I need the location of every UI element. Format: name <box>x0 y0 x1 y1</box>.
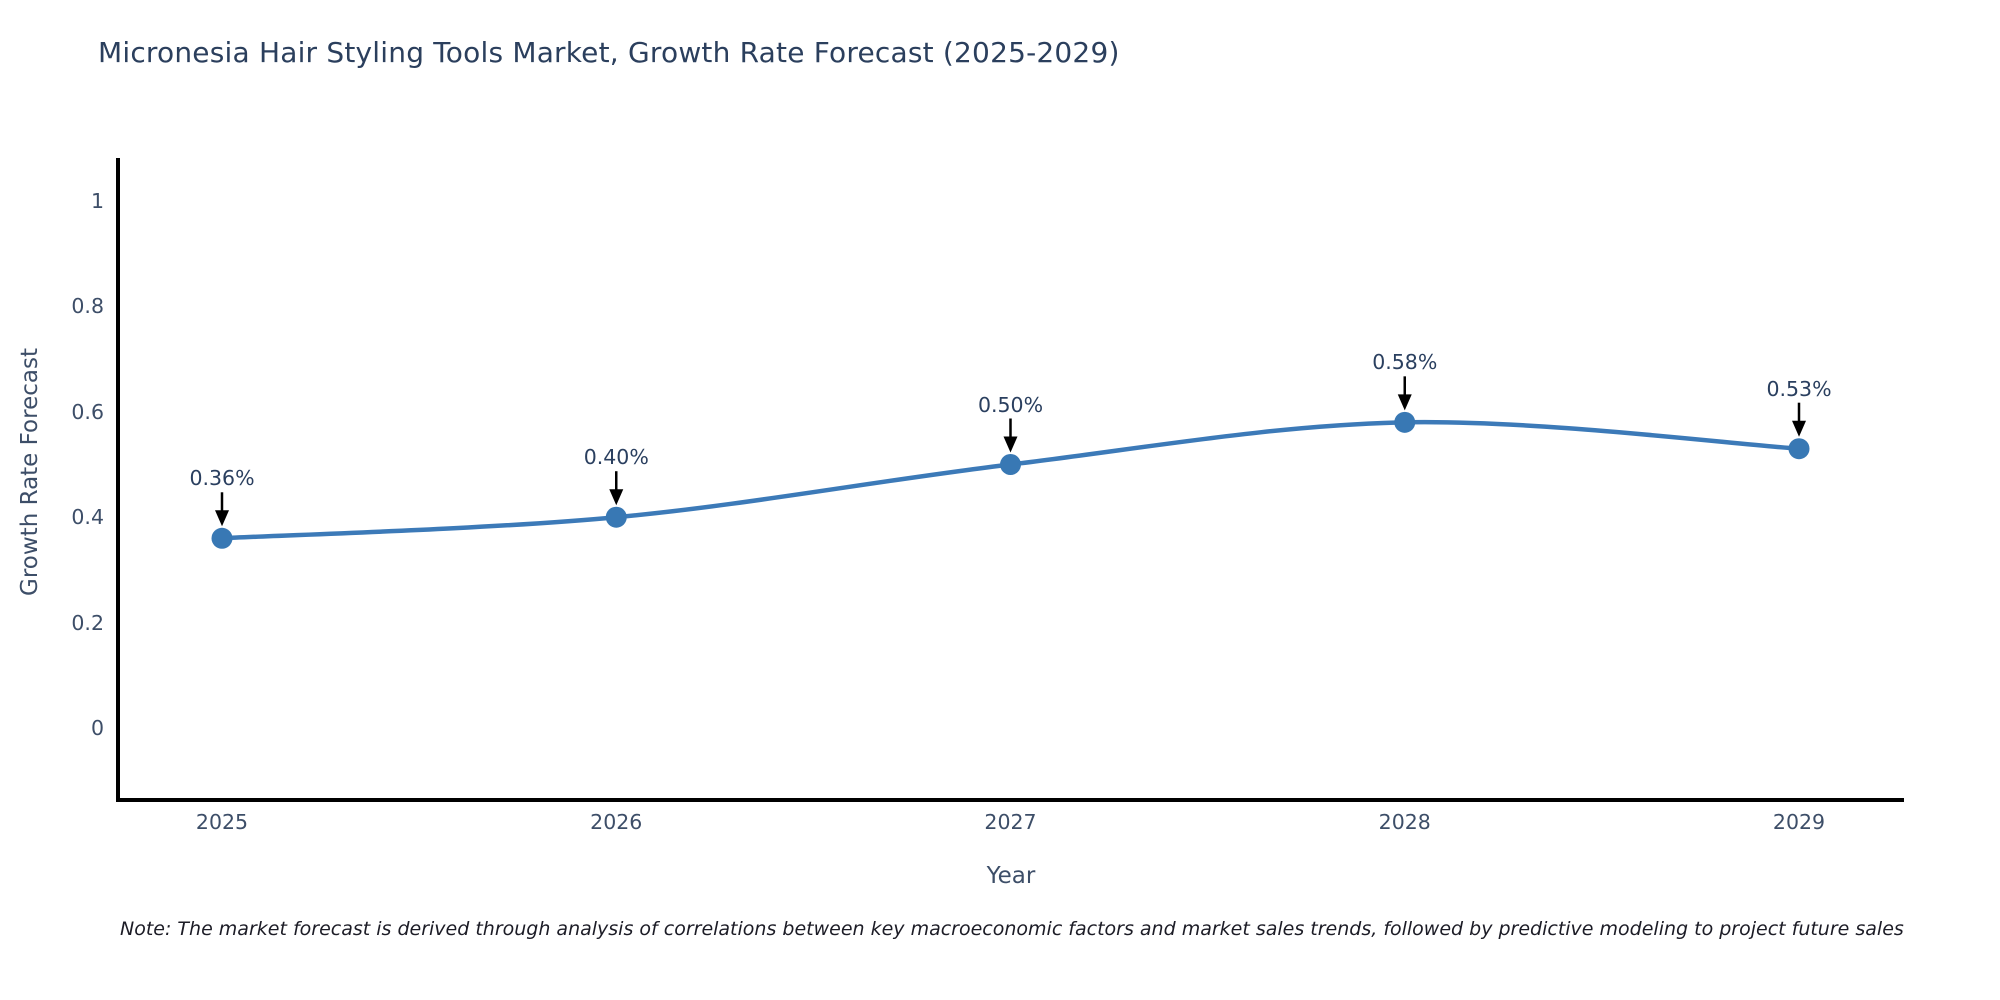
x-tick-label: 2025 <box>195 810 249 834</box>
y-tick-label: 0.4 <box>71 505 104 530</box>
x-tick-label: 2027 <box>984 810 1037 834</box>
y-tick-label: 0.8 <box>71 294 104 319</box>
y-tick-label: 1 <box>90 189 104 213</box>
point-annotation: 0.53% <box>1766 376 1832 401</box>
x-tick-label: 2029 <box>1772 810 1826 834</box>
x-tick-label: 2028 <box>1378 810 1431 834</box>
point-annotation: 0.40% <box>583 445 649 470</box>
point-annotation: 0.58% <box>1372 350 1438 375</box>
annotation-arrow-head <box>609 489 624 506</box>
point-annotation: 0.36% <box>189 466 255 491</box>
annotation-arrow-head <box>215 510 229 527</box>
data-point-marker <box>605 506 627 528</box>
y-tick-label: 0 <box>90 716 104 740</box>
data-point-marker <box>1394 411 1416 433</box>
annotation-arrow-head <box>1003 436 1018 453</box>
y-tick-label: 0.2 <box>71 610 104 635</box>
footnote: Note: The market forecast is derived thr… <box>120 918 1904 940</box>
chart-title: Micronesia Hair Styling Tools Market, Gr… <box>98 36 1120 69</box>
annotation-arrow-head <box>1792 420 1806 437</box>
data-point-marker <box>1000 454 1021 475</box>
data-point-marker <box>211 527 233 549</box>
x-tick-label: 2026 <box>590 810 643 834</box>
data-point-marker <box>1788 438 1810 460</box>
point-annotation: 0.50% <box>977 392 1044 417</box>
annotation-arrow-head <box>1397 394 1412 411</box>
y-tick-label: 0.6 <box>71 399 104 424</box>
x-axis-title: Year <box>986 863 1036 889</box>
